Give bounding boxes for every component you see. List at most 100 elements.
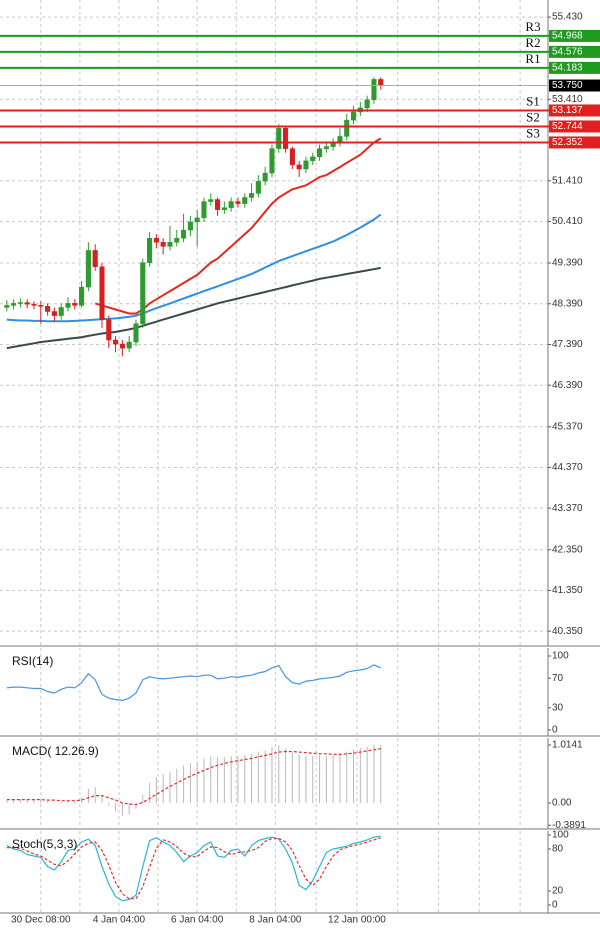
y-tick-label: 45.370 xyxy=(552,421,583,432)
moving-average xyxy=(6,213,382,323)
candle-body xyxy=(323,146,329,149)
candle-body xyxy=(38,305,44,307)
y-tick-label: 70 xyxy=(552,673,564,684)
y-tick-label: 42.350 xyxy=(552,544,583,555)
y-tick-label: 47.390 xyxy=(552,339,583,350)
candle-body xyxy=(371,79,377,101)
candle-body xyxy=(289,148,295,166)
pivot-box xyxy=(549,61,600,74)
candle-body xyxy=(113,339,119,345)
pivot-label: S1 xyxy=(526,93,540,108)
x-tick-label: 6 Jan 04:00 xyxy=(171,915,224,926)
pivot-value: 54.576 xyxy=(552,47,583,58)
candle-body xyxy=(378,79,384,86)
y-tick-label: 46.390 xyxy=(552,380,583,391)
candle-body xyxy=(221,207,227,210)
pivot-value: 54.183 xyxy=(552,63,583,74)
candle-body xyxy=(181,229,187,239)
y-tick-label: 43.370 xyxy=(552,503,583,514)
pivot-label: R1 xyxy=(525,51,540,66)
candle-body xyxy=(92,250,98,267)
candle-body xyxy=(24,302,30,305)
candle-body xyxy=(276,128,282,149)
candle-body xyxy=(167,242,173,247)
candle-body xyxy=(283,128,289,149)
candle-body xyxy=(85,250,91,288)
y-tick-label: 0 xyxy=(552,900,558,911)
candle-body xyxy=(310,156,316,162)
candle-body xyxy=(106,319,112,341)
candle-body xyxy=(17,302,23,304)
pivot-label: S3 xyxy=(526,125,540,140)
candle-body xyxy=(58,307,64,316)
panel-title: MACD( 12.26.9) xyxy=(12,744,99,758)
candle-body xyxy=(31,303,37,306)
candle-body xyxy=(201,201,207,219)
candle-body xyxy=(303,160,309,170)
candle-body xyxy=(51,311,57,316)
candle-body xyxy=(160,242,166,247)
candle-body xyxy=(133,323,139,343)
candle-body xyxy=(249,193,255,198)
y-tick-label: -0.3891 xyxy=(552,820,586,831)
y-tick-label: 1.0141 xyxy=(552,740,583,751)
pivot-box xyxy=(549,120,600,133)
indicator-line xyxy=(6,664,381,702)
y-tick-label: 48.390 xyxy=(552,298,583,309)
candle-body xyxy=(119,343,125,349)
candle-body xyxy=(242,197,248,204)
pivot-value: 53.137 xyxy=(552,105,583,116)
candle-body xyxy=(153,237,159,243)
x-tick-label: 8 Jan 04:00 xyxy=(249,915,302,926)
y-tick-label: 0.00 xyxy=(552,798,572,809)
candle-body xyxy=(79,286,85,306)
candle-body xyxy=(99,266,105,320)
y-tick-label: 80 xyxy=(552,844,564,855)
candle-body xyxy=(72,303,78,306)
candle-body xyxy=(269,148,275,174)
y-tick-label: 50.410 xyxy=(552,216,583,227)
y-tick-label: 41.350 xyxy=(552,585,583,596)
y-tick-label: 100 xyxy=(552,830,569,841)
candle-body xyxy=(140,262,146,324)
last-price-box xyxy=(549,79,600,92)
y-tick-label: 20 xyxy=(552,886,564,897)
candle-body xyxy=(364,99,370,109)
pivot-label: R3 xyxy=(525,19,540,34)
y-tick-label: 30 xyxy=(552,702,564,713)
candle-body xyxy=(350,111,357,121)
y-tick-label: 51.410 xyxy=(552,175,583,186)
y-tick-label: 40.350 xyxy=(552,626,583,637)
candle-body xyxy=(344,119,350,137)
candle-body xyxy=(45,305,51,312)
x-tick-label: 12 Jan 00:00 xyxy=(328,915,386,926)
pivot-box xyxy=(549,104,600,117)
candle-body xyxy=(208,199,214,202)
candle-body xyxy=(174,237,180,243)
signal-line xyxy=(6,748,381,806)
candle-body xyxy=(11,303,17,306)
y-tick-label: 0 xyxy=(552,725,558,736)
candle-body xyxy=(235,201,241,204)
candle-body xyxy=(262,172,268,182)
pivot-label: R2 xyxy=(525,35,540,50)
candle-body xyxy=(255,180,261,194)
indicator-line xyxy=(6,835,381,902)
last-price-label: 53.750 xyxy=(552,80,583,91)
pivot-box xyxy=(549,29,600,42)
candle-body xyxy=(4,305,10,308)
candle-body xyxy=(187,221,193,231)
candle-body xyxy=(65,303,71,308)
candle-body xyxy=(228,201,234,208)
pivot-box xyxy=(549,45,600,58)
y-tick-label: 53.410 xyxy=(552,94,583,105)
pivot-label: S2 xyxy=(526,109,540,124)
y-tick-label: 49.390 xyxy=(552,258,583,269)
candle-body xyxy=(126,341,132,349)
x-tick-label: 30 Dec 08:00 xyxy=(11,915,71,926)
candle-body xyxy=(147,237,153,263)
x-tick-label: 4 Jan 04:00 xyxy=(93,915,146,926)
candle-body xyxy=(194,217,200,223)
